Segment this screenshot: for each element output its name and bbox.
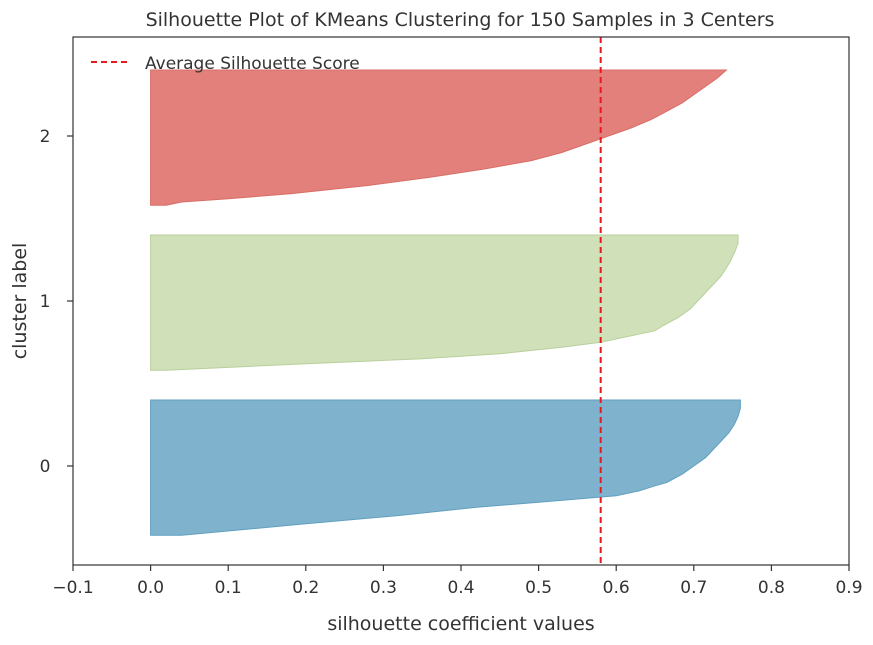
- cluster-areas: [150, 69, 741, 536]
- y-tick-label: 2: [40, 127, 51, 147]
- x-axis-label: silhouette coefficient values: [327, 613, 594, 635]
- cluster-2-area: [150, 69, 728, 206]
- y-axis-ticks: 0 1 2: [40, 127, 73, 477]
- y-axis-label: cluster label: [9, 243, 31, 360]
- x-tick-label: 0.5: [525, 578, 552, 598]
- x-tick-label: 0.8: [758, 578, 785, 598]
- legend: Average Silhouette Score: [91, 54, 360, 74]
- x-tick-label: 0.0: [137, 578, 164, 598]
- x-tick-label: 0.1: [215, 578, 242, 598]
- cluster-1-area: [150, 234, 739, 371]
- x-tick-label: 0.6: [603, 578, 630, 598]
- x-tick-label: 0.9: [835, 578, 862, 598]
- x-tick-label: 0.3: [370, 578, 397, 598]
- x-tick-label: −0.1: [52, 578, 93, 598]
- x-tick-label: 0.7: [680, 578, 707, 598]
- x-tick-label: 0.2: [292, 578, 319, 598]
- y-tick-label: 1: [40, 292, 51, 312]
- cluster-0-area: [150, 399, 741, 536]
- y-tick-label: 0: [40, 457, 51, 477]
- legend-label: Average Silhouette Score: [145, 54, 360, 74]
- chart-title: Silhouette Plot of KMeans Clustering for…: [146, 9, 775, 31]
- x-tick-label: 0.4: [447, 578, 474, 598]
- x-axis-ticks: −0.1 0.0 0.1 0.2 0.3 0.4 0.5 0.6 0.7 0.8 0.9: [52, 565, 863, 598]
